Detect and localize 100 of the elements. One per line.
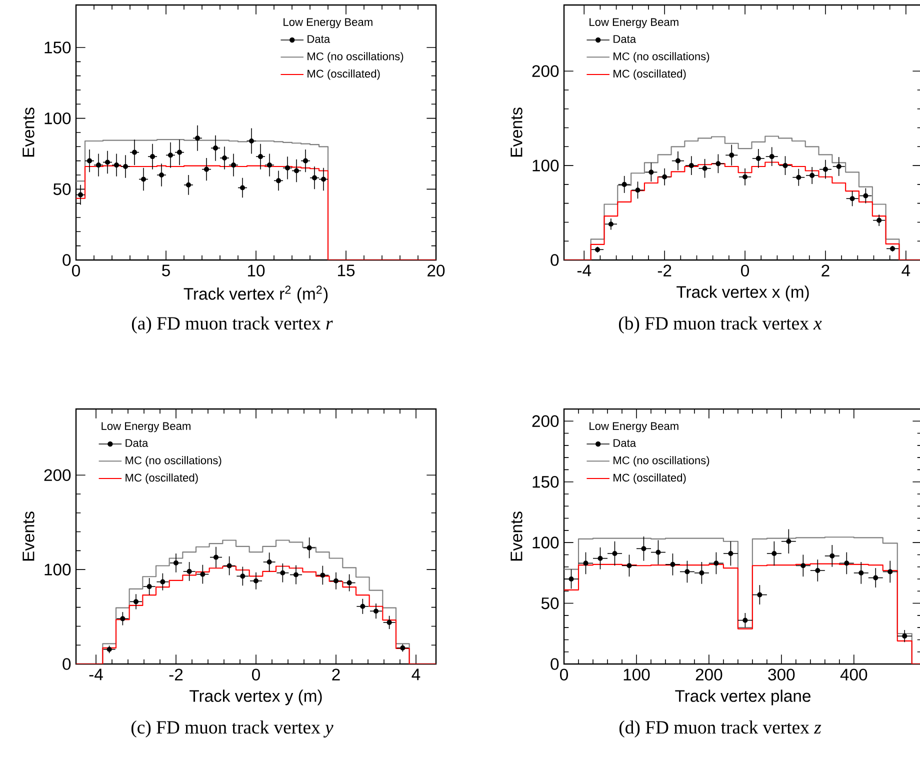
point: [360, 604, 366, 609]
x-tick-label: 100: [624, 668, 650, 681]
point: [280, 570, 286, 576]
legend-title: Low Energy Beam: [102, 422, 190, 432]
point: [873, 575, 878, 580]
point: [598, 556, 603, 561]
point: [888, 569, 893, 574]
point: [714, 560, 719, 566]
point: [830, 553, 835, 558]
legend-title: Low Energy Beam: [590, 18, 678, 28]
point: [200, 572, 206, 577]
point: [622, 182, 627, 187]
legend-label: Data: [614, 35, 636, 43]
y-tick-label: 200: [532, 415, 559, 428]
x-axis-title: Track vertex y (m): [190, 690, 322, 706]
point: [186, 568, 192, 574]
y-tick-label: 100: [532, 536, 559, 548]
point: [902, 634, 908, 639]
x-tick-label: -4: [577, 264, 592, 276]
legend-label: Data: [126, 439, 148, 447]
point: [800, 563, 806, 568]
point: [320, 572, 326, 578]
point: [583, 560, 588, 566]
text: (b) FD muon track vertex x: [618, 316, 822, 334]
point: [120, 616, 126, 622]
point: [757, 592, 762, 598]
point: [728, 550, 734, 556]
point: [173, 560, 179, 566]
point: [815, 568, 820, 574]
x-tick-label: 4: [902, 264, 910, 276]
point: [266, 559, 272, 565]
x-tick-label: -2: [658, 264, 672, 276]
y-tick-label: 50: [541, 597, 559, 610]
legend-label: MC (oscillated): [614, 70, 686, 80]
legend-label: Data: [614, 439, 636, 447]
point: [160, 579, 166, 584]
point: [253, 578, 259, 584]
x-tick-label: -4: [89, 668, 103, 680]
point: [133, 599, 139, 604]
x-tick-label: 15: [338, 264, 355, 276]
y-tick-label: 100: [44, 564, 71, 576]
point: [373, 608, 379, 614]
y-tick-label: 0: [550, 254, 559, 266]
point: [729, 152, 734, 158]
point: [568, 576, 574, 582]
point: [822, 166, 828, 172]
y-axis-title: Events: [22, 108, 34, 157]
point: [702, 166, 708, 171]
x-tick-label: 300: [768, 668, 795, 681]
text: (a) FD muon track vertex r: [132, 316, 333, 334]
x-tick-label: 0: [560, 668, 568, 681]
x-axis-title: Track vertex x (m): [676, 286, 809, 302]
point: [608, 222, 614, 227]
point: [699, 570, 704, 576]
point: [333, 578, 339, 584]
x-tick-label: 400: [840, 668, 868, 681]
x-tick-label: 2: [332, 668, 340, 680]
point: [742, 618, 748, 623]
legend-label: MC (no oscillations): [614, 52, 710, 62]
y-tick-label: 200: [532, 65, 559, 78]
point: [612, 550, 618, 556]
legend-label: Data: [308, 35, 330, 43]
point: [594, 247, 600, 252]
legend-label: MC (oscillated): [308, 70, 380, 80]
point: [836, 164, 842, 170]
point: [675, 158, 680, 164]
point: [863, 193, 868, 198]
x-axis-title: Track vertex plane: [675, 690, 810, 706]
legend-label: MC (no oscillations): [126, 456, 222, 466]
x-tick-label: -2: [169, 668, 183, 680]
text: (c) FD muon track vertex y: [131, 720, 334, 738]
legend-title: Low Energy Beam: [590, 422, 678, 432]
point: [226, 563, 232, 568]
point: [656, 550, 661, 555]
point: [688, 163, 694, 168]
y-tick-label: 50: [53, 183, 71, 196]
point: [716, 161, 721, 166]
point: [635, 188, 640, 193]
point: [876, 218, 882, 223]
point: [858, 570, 864, 576]
point: [648, 170, 654, 175]
point: [626, 563, 632, 568]
point: [786, 538, 792, 544]
point: [386, 620, 392, 625]
x-axis-title: Track vertex r$^{2}$ (m$^{2}$): [184, 286, 328, 304]
point: [293, 572, 299, 578]
legend-label: MC (no oscillations): [308, 52, 404, 62]
y-tick-label: 100: [44, 112, 71, 124]
point: [772, 550, 777, 556]
x-tick-label: 10: [248, 264, 265, 277]
point: [742, 174, 748, 180]
point: [756, 156, 761, 162]
legend-title: Low Energy Beam: [284, 18, 372, 28]
y-tick-label: 200: [44, 469, 71, 482]
point: [810, 172, 815, 178]
y-axis-title: Events: [510, 512, 522, 561]
x-tick-label: 0: [72, 264, 80, 277]
x-tick-label: 200: [696, 668, 722, 681]
point: [670, 562, 676, 567]
point: [213, 554, 219, 560]
